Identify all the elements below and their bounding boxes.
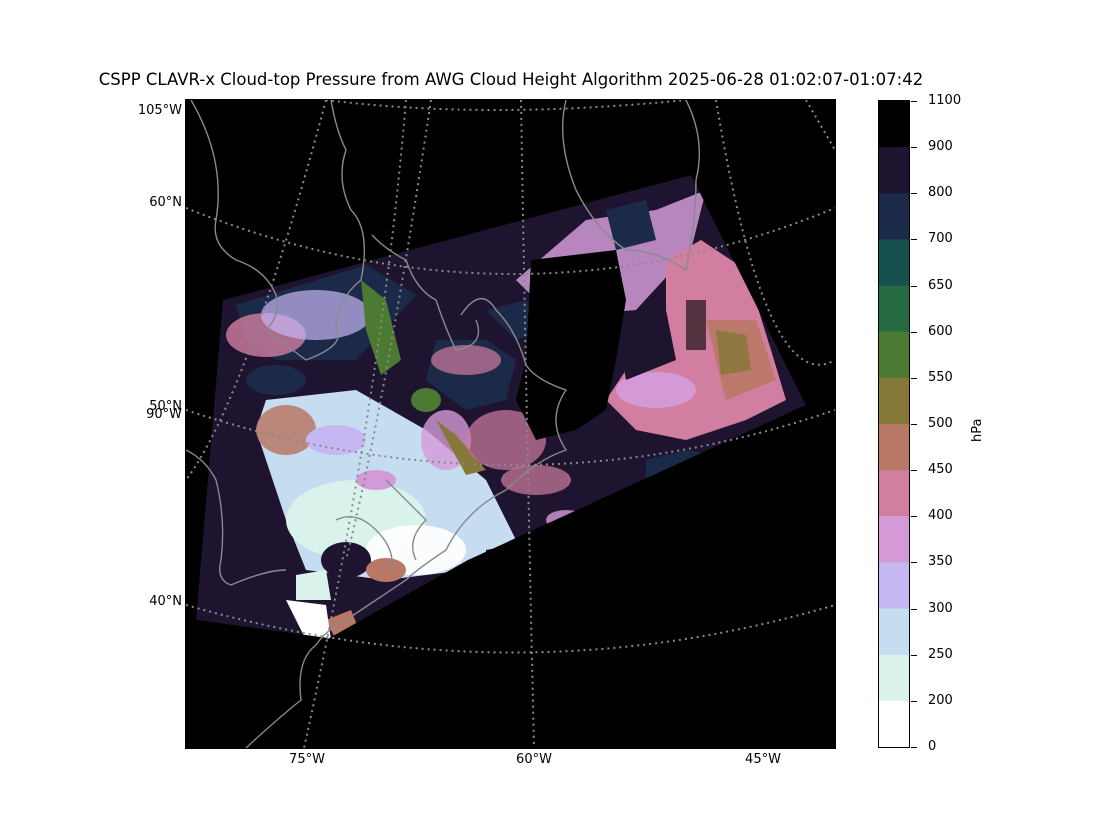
colorbar-bin bbox=[879, 654, 909, 702]
colorbar-bin bbox=[879, 285, 909, 333]
colorbar-unit-label: hPa bbox=[970, 418, 985, 442]
graticule bbox=[186, 100, 835, 748]
colorbar-tick-label: 0 bbox=[928, 739, 937, 754]
colorbar-bin bbox=[879, 377, 909, 425]
colorbar-tick-label: 800 bbox=[928, 185, 953, 201]
colorbar-tick bbox=[911, 470, 917, 472]
lat-label-90w: 90°W bbox=[146, 407, 182, 422]
colorbar-tick-label: 350 bbox=[928, 554, 953, 570]
colorbar-tick bbox=[911, 424, 917, 425]
colorbar-tick bbox=[911, 147, 917, 149]
colorbar bbox=[878, 100, 910, 748]
lat-label-105w: 105°W bbox=[137, 103, 182, 118]
coastlines bbox=[186, 100, 700, 748]
colorbar-tick-label: 400 bbox=[928, 508, 953, 524]
lon-label-60w: 60°W bbox=[516, 752, 552, 767]
colorbar-tick-label: 700 bbox=[928, 231, 953, 247]
lat-label-50n: 50°N bbox=[149, 399, 182, 414]
colorbar-tick-label: 300 bbox=[928, 600, 953, 616]
colorbar-bin bbox=[879, 516, 909, 563]
colorbar-tick-label: 550 bbox=[928, 369, 953, 385]
cloud-swath bbox=[196, 175, 806, 640]
colorbar-tick-label: 500 bbox=[928, 416, 953, 431]
satellite-map bbox=[186, 100, 835, 748]
colorbar-tick bbox=[911, 377, 917, 379]
colorbar-bin bbox=[879, 562, 909, 610]
lat-label-60n: 60°N bbox=[149, 195, 182, 210]
colorbar-tick bbox=[911, 193, 917, 195]
colorbar-bin bbox=[879, 193, 909, 240]
colorbar-tick bbox=[911, 608, 917, 610]
colorbar-tick bbox=[911, 562, 917, 564]
colorbar-bin bbox=[879, 101, 909, 148]
colorbar-tick bbox=[911, 101, 917, 102]
lon-label-45w: 45°W bbox=[745, 752, 781, 767]
colorbar-bin bbox=[879, 331, 909, 379]
colorbar-tick bbox=[911, 516, 917, 518]
colorbar-tick-label: 650 bbox=[928, 277, 953, 293]
colorbar-tick-label: 600 bbox=[928, 323, 953, 339]
clear-sky-gaps bbox=[486, 250, 706, 570]
colorbar-bin bbox=[879, 608, 909, 656]
colorbar-tick-label: 1100 bbox=[928, 93, 962, 108]
map-panel bbox=[185, 99, 836, 749]
plot-title: CSPP CLAVR-x Cloud-top Pressure from AWG… bbox=[98, 70, 924, 89]
colorbar-bin bbox=[879, 700, 909, 747]
lon-label-75w: 75°W bbox=[289, 752, 325, 767]
colorbar-tick-label: 250 bbox=[928, 646, 953, 662]
lat-label-40n: 40°N bbox=[149, 594, 182, 609]
colorbar-bin bbox=[879, 470, 909, 517]
colorbar-tick-label: 450 bbox=[928, 462, 953, 478]
colorbar-tick bbox=[911, 747, 917, 748]
colorbar-tick-label: 200 bbox=[928, 692, 953, 708]
colorbar-bin bbox=[879, 147, 909, 194]
colorbar-tick bbox=[911, 239, 917, 241]
colorbar-bin bbox=[879, 424, 909, 471]
colorbar-tick-label: 900 bbox=[928, 139, 953, 155]
colorbar-bin bbox=[879, 239, 909, 287]
colorbar-tick bbox=[911, 285, 917, 287]
colorbar-tick bbox=[911, 700, 917, 702]
colorbar-tick bbox=[911, 331, 917, 333]
colorbar-gradient bbox=[879, 101, 909, 747]
colorbar-tick bbox=[911, 654, 917, 656]
